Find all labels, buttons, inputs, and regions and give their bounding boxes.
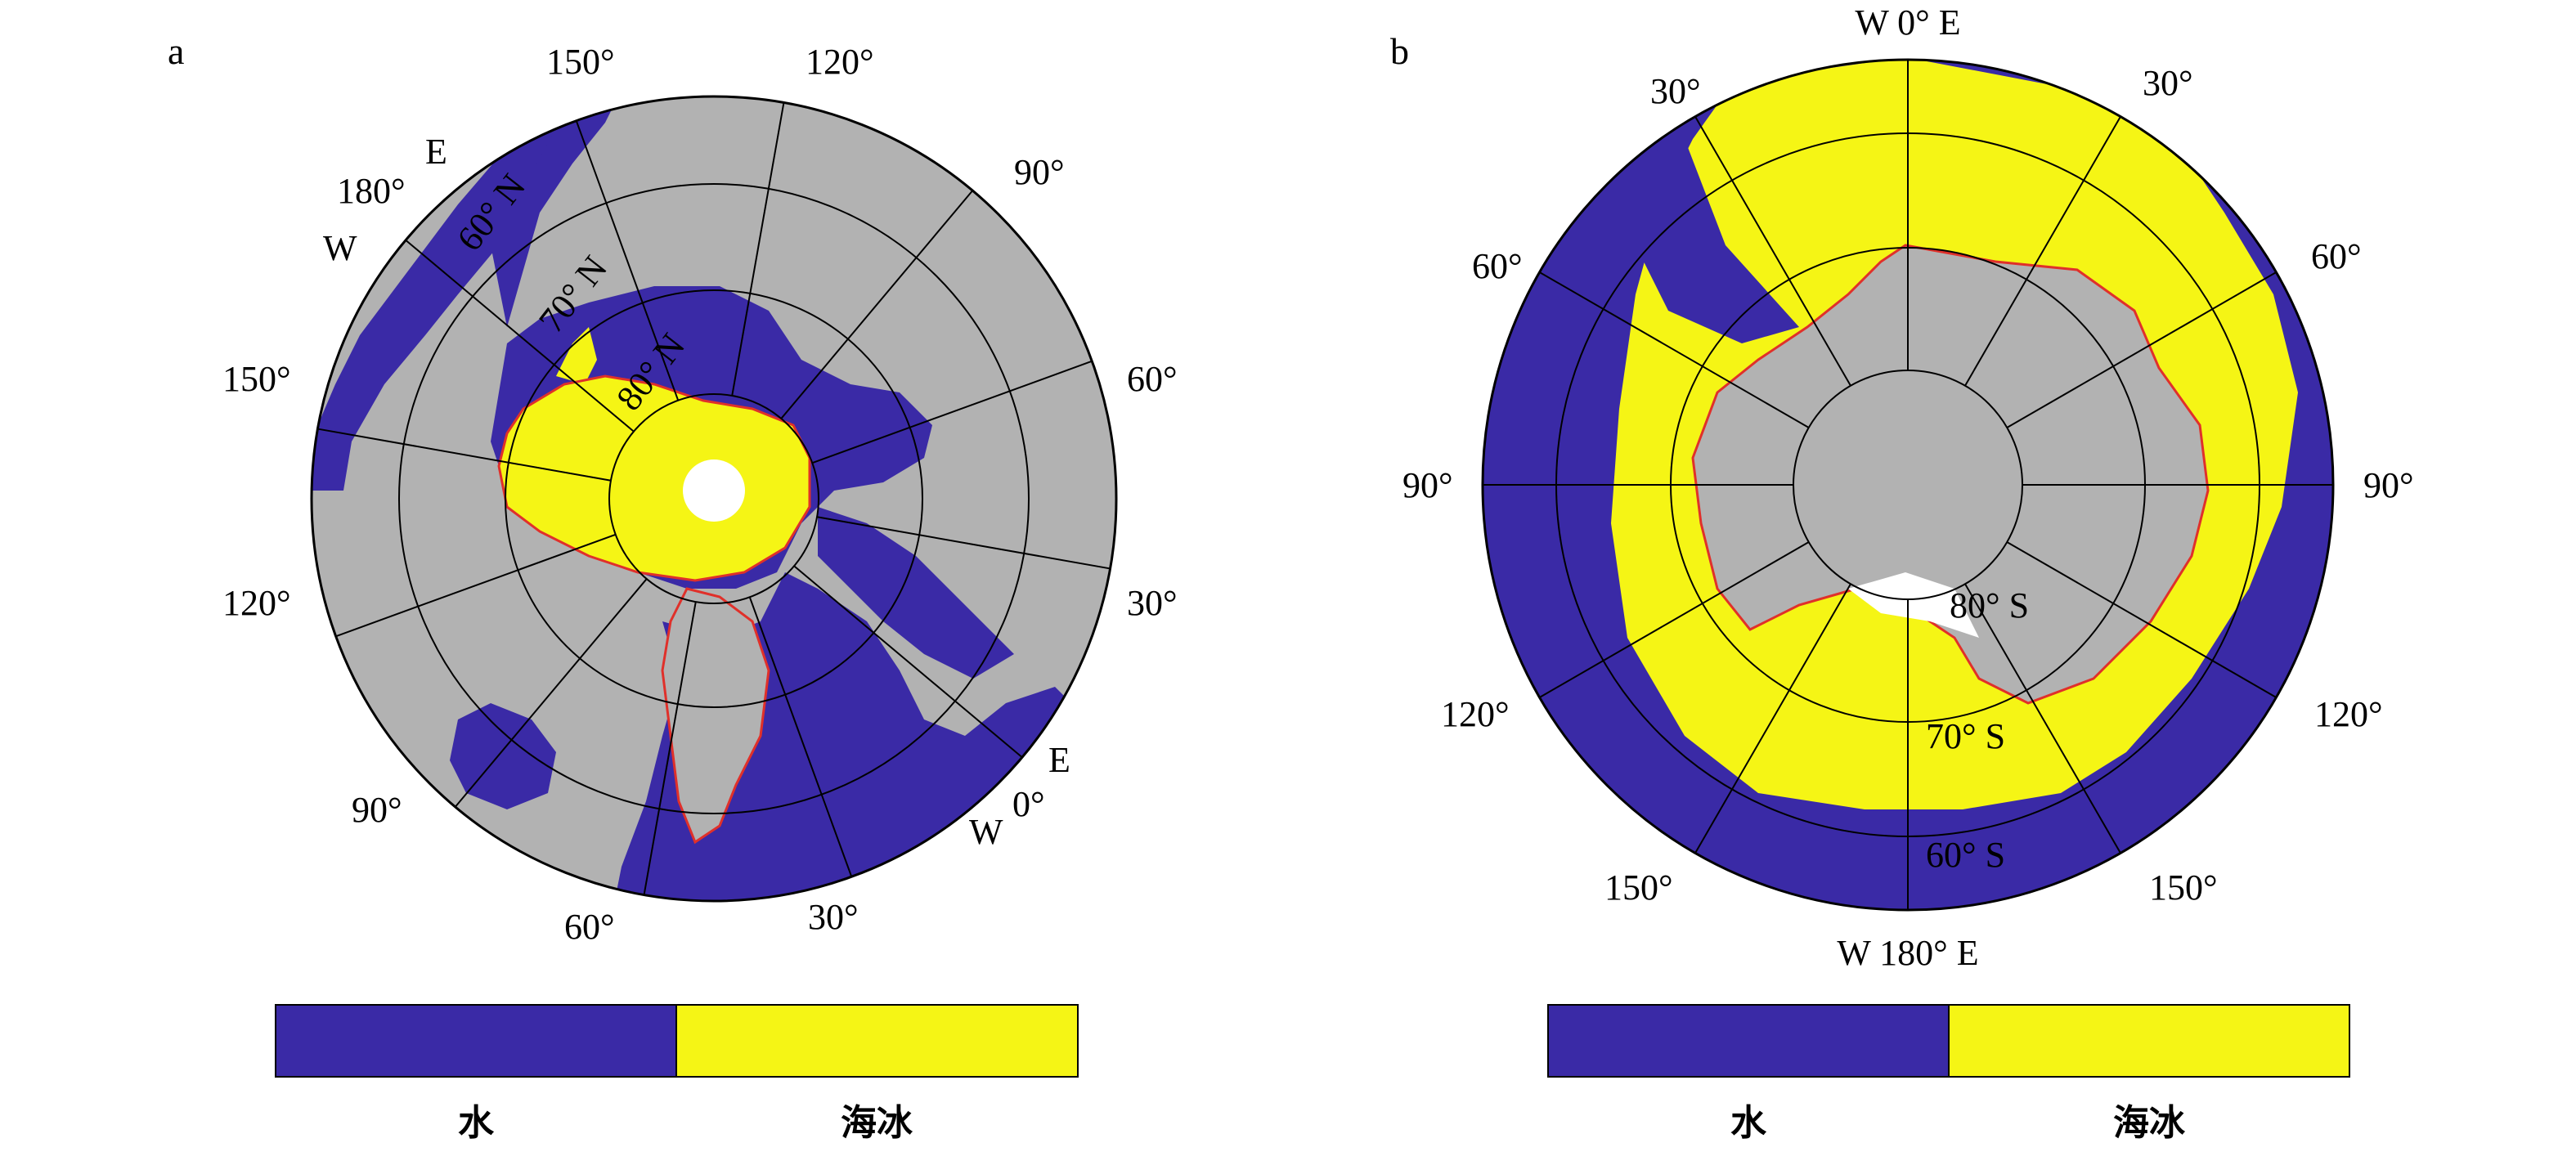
meridian-line — [454, 578, 648, 808]
water-ross-sea — [1848, 572, 1979, 638]
meridian-line — [335, 533, 617, 638]
lat-label-80s: 80° S — [1950, 585, 2029, 625]
lon-label-0: 0° — [1012, 784, 1045, 824]
meridian-line — [793, 565, 1023, 759]
water-barents — [818, 507, 1014, 679]
lat-label-70s: 70° S — [1926, 716, 2005, 756]
meridian-line — [317, 428, 612, 482]
sea-ice-arctic — [499, 376, 810, 580]
lon-label-60w: 60° — [564, 907, 615, 947]
parallel-80n — [608, 393, 819, 604]
lon-label-b-120e: 120° — [2314, 694, 2383, 734]
legend-swatch-water-b — [1547, 1004, 1950, 1078]
meridian-line — [1694, 116, 1851, 387]
map-border-a — [310, 95, 1118, 903]
meridian-line — [780, 190, 974, 419]
panel-b: b 80° S 70° S 60° S W 0° E 30° 30° — [1390, 2, 2414, 1144]
water-bering — [491, 96, 622, 327]
legend-swatch-ice-b — [1948, 1004, 2350, 1078]
lon-label-60: 60° — [1127, 359, 1178, 399]
lon-label-120: 120° — [806, 42, 874, 82]
lon-label-b-30e: 30° — [2143, 63, 2193, 103]
lon-label-30w: 30° — [808, 897, 859, 937]
graticule-a — [310, 95, 1118, 903]
water-north-pacific — [312, 98, 572, 491]
parallel-60n — [398, 183, 1030, 814]
meridian-line — [2006, 541, 2277, 698]
meridian-line — [1539, 271, 1810, 428]
meridian-line — [1539, 541, 1810, 698]
lon-label-b-60w: 60° — [1472, 246, 1523, 286]
meridian-line — [575, 120, 680, 401]
lon-label-b-0: W 0° E — [1855, 2, 1960, 43]
meridian-line — [1694, 583, 1851, 854]
lon-label-b-150w: 150° — [1604, 867, 1673, 908]
lon-label-150: 150° — [546, 42, 615, 82]
meridians-b — [1483, 60, 2333, 910]
legend-b: 水 海冰 — [1547, 1004, 2350, 1144]
panel-label-a: a — [168, 30, 184, 72]
legend-swatch-ice-a — [675, 1004, 1079, 1078]
meridian-line — [1964, 116, 2121, 387]
meridian-line — [405, 239, 635, 433]
panel-a: a — [168, 30, 1178, 1144]
meridian-line — [748, 596, 853, 877]
lon-label-b-30w: 30° — [1650, 71, 1701, 111]
meridian-line — [643, 601, 697, 895]
lon-label-150w: 150° — [222, 359, 291, 399]
lon-label-90w: 90° — [352, 790, 402, 830]
lon-label-b-60e: 60° — [2311, 236, 2362, 276]
hemi-label-w-top: W — [323, 228, 357, 268]
legend-label-ice-b: 海冰 — [2113, 1102, 2186, 1144]
parallel-70n — [505, 289, 923, 708]
water-gap-weddell — [1627, 139, 1799, 343]
hemi-label-e-top: E — [425, 132, 447, 172]
meridians-a — [317, 102, 1111, 895]
meridian-line — [1964, 583, 2121, 854]
pole-hole — [683, 459, 745, 522]
antarctic-map — [1483, 60, 2333, 910]
lon-label-120w: 120° — [222, 583, 291, 623]
panel-label-b: b — [1390, 30, 1409, 72]
lon-label-b-150e: 150° — [2149, 867, 2218, 908]
lon-label-b-90w: 90° — [1402, 465, 1453, 505]
meridian-line — [2006, 271, 2277, 428]
lon-label-90: 90° — [1014, 152, 1065, 192]
meridian-line — [731, 102, 785, 397]
lon-label-30: 30° — [1127, 583, 1178, 623]
meridian-line — [816, 516, 1111, 570]
hemi-label-e-bottom: E — [1048, 740, 1070, 780]
lat-label-60s: 60° S — [1926, 835, 2005, 875]
coastline — [497, 374, 811, 582]
legend-swatch-water-a — [275, 1004, 677, 1078]
meridian-line — [811, 360, 1093, 464]
lon-label-b-180: W 180° E — [1837, 933, 1978, 973]
coastline-greenland — [661, 587, 770, 845]
legend-a: 水 海冰 — [275, 1004, 1079, 1144]
lon-label-b-120w: 120° — [1441, 694, 1510, 734]
legend-label-water-b: 水 — [1730, 1102, 1767, 1144]
hemi-label-w-bottom: W — [969, 812, 1003, 852]
graticule-b — [1481, 58, 2335, 912]
land-greenland — [662, 589, 769, 842]
lon-label-180: 180° — [337, 171, 406, 211]
sea-ice-tongue — [556, 327, 597, 384]
legend-label-ice-a: 海冰 — [841, 1102, 913, 1144]
legend-label-water-a: 水 — [458, 1102, 495, 1144]
lon-label-b-90e: 90° — [2363, 465, 2414, 505]
